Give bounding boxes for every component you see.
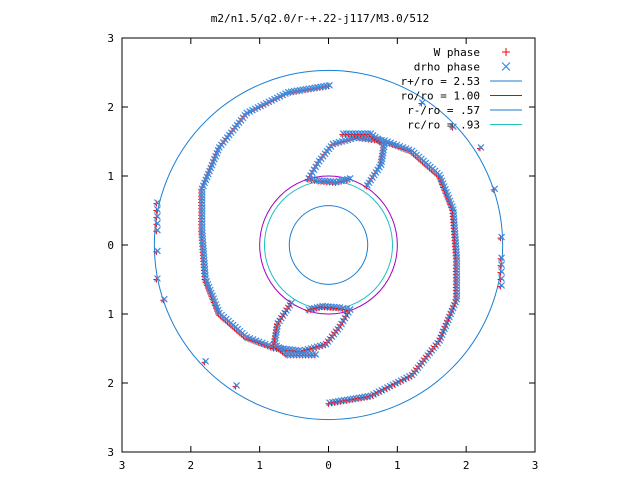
drho-phase-point: [491, 185, 499, 193]
drho-phase-point: [153, 275, 161, 282]
y-tick-label: 2: [107, 377, 114, 390]
drho-phase-point: [297, 350, 304, 358]
y-tick-label: 0: [107, 239, 114, 252]
drho-phase-point: [153, 219, 161, 227]
drho-phase-point: [287, 350, 295, 358]
drho-phase-point: [330, 178, 337, 186]
drho-phase-point: [346, 306, 354, 313]
drho-phase-point: [153, 199, 161, 207]
drho-phase-point: [153, 206, 161, 213]
drho-phase-point: [498, 233, 506, 241]
legend-marker: [502, 48, 510, 56]
drho-phase-point: [153, 226, 161, 234]
y-tick-label: 1: [107, 170, 114, 183]
legend-label: drho phase: [414, 61, 480, 74]
x-tick-label: 1: [394, 459, 401, 472]
circle-curve: [288, 205, 369, 285]
drho-phase-point: [498, 254, 506, 262]
x-tick-label: 2: [463, 459, 470, 472]
drho-phase-point: [305, 175, 313, 182]
drho-phase-point: [233, 382, 240, 389]
y-tick-label: 1: [107, 308, 114, 321]
drho-phase-point: [318, 177, 326, 185]
drho-phase-point: [290, 350, 298, 358]
drho-phase-point: [312, 350, 320, 358]
legend-label: ro/ro = 1.00: [401, 90, 480, 103]
x-tick-label: 0: [325, 459, 332, 472]
x-tick-label: 2: [188, 459, 195, 472]
drho-phase-point: [449, 123, 457, 131]
y-tick-label: 3: [107, 32, 114, 45]
drho-phase-point: [327, 178, 335, 185]
circle-curve: [259, 175, 398, 315]
data-points: [153, 81, 506, 407]
drho-phase-point: [202, 357, 210, 365]
drho-phase-point: [498, 281, 506, 289]
drho-phase-point: [498, 275, 506, 282]
chart-title: m2/n1.5/q2.0/r-+.22-j117/M3.0/512: [211, 12, 430, 25]
x-tick-label: 3: [119, 459, 126, 472]
drho-phase-point: [419, 99, 426, 106]
y-tick-label: 2: [107, 101, 114, 114]
drho-phase-point: [160, 295, 168, 303]
x-tick-label: 3: [532, 459, 539, 472]
drho-phase-point: [293, 350, 301, 358]
legend-label: r+/ro = 2.53: [401, 75, 480, 88]
drho-phase-point: [309, 350, 317, 358]
drho-phase-point: [477, 143, 485, 151]
drho-phase-point: [332, 178, 340, 186]
y-tick-label: 3: [107, 446, 114, 459]
legend-label: W phase: [434, 46, 480, 59]
drho-phase-point: [363, 181, 371, 189]
drho-phase-point: [324, 177, 332, 185]
drho-phase-point: [306, 350, 314, 358]
legend-marker: [501, 62, 511, 71]
drho-phase-point: [321, 177, 329, 185]
x-tick-label: 1: [256, 459, 263, 472]
legend-label: r-/ro = .57: [407, 104, 480, 117]
drho-phase-point: [153, 212, 161, 220]
drho-phase-point: [303, 350, 310, 358]
legend-label: rc/ro = .93: [407, 119, 480, 132]
drho-phase-point: [498, 261, 506, 269]
drho-phase-point: [300, 350, 307, 358]
circle-curve: [263, 180, 394, 310]
drho-phase-point: [288, 299, 296, 307]
drho-phase-point: [153, 247, 161, 255]
drho-phase-point: [498, 268, 506, 276]
circle-curve: [153, 69, 504, 421]
